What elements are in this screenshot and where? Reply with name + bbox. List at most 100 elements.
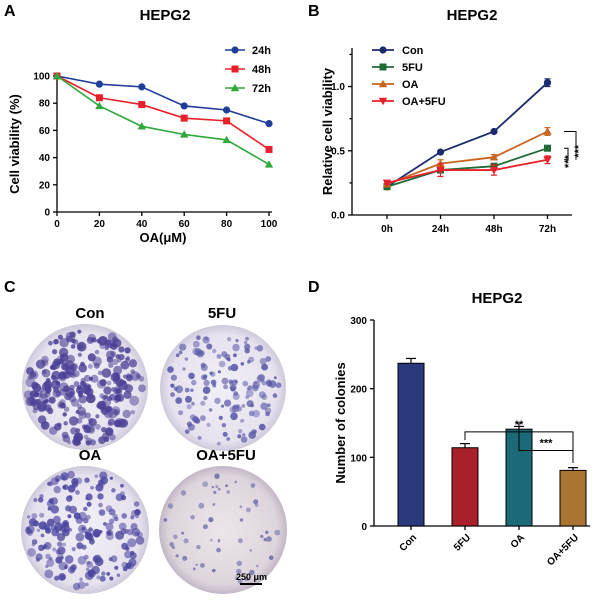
dish-label-5fu: 5FU	[208, 305, 236, 322]
colony-dot-2	[31, 539, 38, 545]
colony-dot-0	[89, 439, 96, 446]
colony-dot-2	[31, 543, 35, 547]
x-tick-label: 80	[221, 219, 233, 230]
colony-dot-1	[260, 402, 268, 410]
colony-dot-1	[248, 356, 255, 363]
colony-dot-1	[198, 350, 205, 357]
colony-dot-3	[244, 577, 249, 582]
colony-dot-2	[70, 567, 75, 573]
colony-dot-1	[265, 356, 272, 362]
colony-dot-0	[124, 347, 131, 354]
x-tick-label: 72h	[539, 224, 556, 235]
colony-dot-1	[197, 435, 202, 440]
colony-dot-3	[163, 518, 168, 522]
colony-dot-0	[112, 358, 119, 365]
dish-label-con: Con	[75, 305, 104, 322]
colony-dot-2	[36, 558, 40, 562]
colony-dot-2	[98, 509, 106, 516]
colony-dot-1	[167, 366, 174, 373]
colony-dot-3	[169, 542, 174, 547]
data-point-24h	[180, 102, 188, 110]
colony-dot-1	[206, 422, 211, 427]
x-tick-label: OA	[509, 532, 527, 550]
colony-dot-1	[253, 380, 258, 384]
colony-dot-3	[226, 490, 230, 494]
colony-dot-3	[249, 549, 252, 552]
colony-dot-0	[118, 346, 125, 353]
colony-dot-1	[240, 436, 248, 443]
colony-dot-2	[85, 497, 89, 501]
panel-d-label: D	[308, 279, 320, 296]
data-point-48h	[180, 114, 188, 122]
colony-dot-2	[64, 565, 68, 570]
colony-dot-0	[106, 340, 115, 349]
colony-dot-2	[112, 513, 118, 520]
colony-dot-0	[60, 402, 66, 409]
sig-bracket-inner	[564, 147, 569, 161]
colony-dot-3	[181, 531, 185, 535]
colony-dot-2	[85, 567, 90, 572]
colony-dot-2	[94, 474, 99, 479]
colony-dot-2	[75, 532, 85, 542]
colony-dot-0	[37, 415, 47, 424]
colony-dot-1	[272, 393, 278, 398]
colony-dot-2	[76, 542, 84, 550]
colony-dot-2	[105, 522, 114, 531]
colony-dot-1	[185, 395, 192, 403]
colony-dot-0	[37, 403, 46, 413]
colony-dot-3	[234, 480, 238, 484]
colony-dot-1	[190, 388, 194, 392]
data-point-48h	[265, 145, 273, 153]
colony-dot-0	[104, 409, 113, 419]
colony-dot-3	[202, 481, 209, 488]
sig-annotation: ***	[573, 144, 585, 158]
colony-dot-1	[233, 391, 239, 396]
colony-dot-0	[56, 355, 66, 365]
data-point-48h	[138, 101, 146, 109]
colony-dot-0	[85, 387, 94, 396]
colony-dot-1	[229, 384, 237, 392]
dish-label-oa: OA	[79, 447, 102, 464]
colony-dot-3	[175, 554, 179, 558]
series-line-Con	[386, 82, 549, 188]
x-tick-label: 60	[179, 219, 191, 230]
colony-dot-0	[63, 385, 70, 393]
colony-dot-1	[266, 379, 272, 385]
colony-dot-0	[97, 370, 103, 376]
colony-dot-0	[107, 421, 113, 427]
colony-dot-3	[195, 563, 198, 567]
y-axis-label: Number of colonies	[333, 362, 348, 483]
panel-c-label: C	[4, 279, 16, 296]
legend-marker	[378, 79, 388, 88]
colony-dot-3	[190, 514, 195, 520]
x-tick-label: 48h	[485, 224, 502, 235]
colony-dot-0	[92, 356, 102, 367]
colony-dot-1	[216, 441, 221, 446]
series-line-72h	[56, 75, 270, 166]
colony-dot-0	[130, 369, 135, 374]
y-tick-label: 0	[44, 208, 50, 219]
data-point-24h	[223, 106, 231, 114]
colony-dot-0	[27, 396, 36, 405]
colony-dot-1	[247, 360, 251, 364]
colony-dot-1	[210, 371, 216, 377]
colony-dot-3	[214, 473, 220, 479]
y-axis-label: Relative cell viability	[320, 67, 335, 195]
colony-dot-0	[52, 349, 58, 355]
colony-dot-0	[98, 336, 108, 346]
colony-dot-0	[41, 355, 49, 364]
colony-dot-2	[44, 569, 54, 579]
colony-dot-0	[119, 418, 129, 428]
panel-a: A HEPG2 0 20 40 60 80 100 0 20 40 60 80 100 OA(μM) Ce…	[4, 3, 278, 245]
colony-dot-1	[238, 429, 243, 434]
colony-dot-3	[173, 534, 178, 540]
colony-dot-2	[134, 531, 139, 536]
colony-dot-2	[84, 477, 90, 483]
colony-dot-3	[250, 483, 256, 488]
panel-a-label: A	[4, 3, 16, 20]
y-tick-label: 40	[39, 153, 51, 164]
colony-dot-3	[211, 485, 214, 489]
colony-dot-0	[111, 387, 116, 392]
colony-dot-3	[236, 560, 242, 567]
colony-dot-2	[62, 542, 66, 547]
